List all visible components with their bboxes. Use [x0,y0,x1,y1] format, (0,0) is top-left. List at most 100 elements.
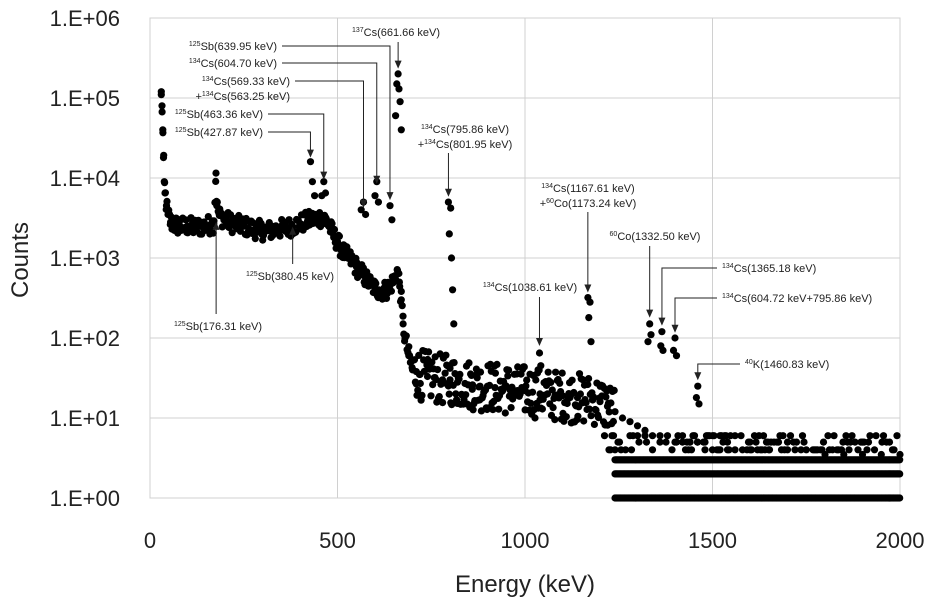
annotation-label: 137Cs(661.66 keV) [352,27,440,39]
peak-annotation: 40K(1460.83 keV) [694,359,829,381]
spectrum-point [522,382,530,390]
spectrum-point [418,391,426,399]
spectrum-point [372,279,380,287]
spectrum-point [870,446,879,454]
annotation-arrowhead [658,317,666,326]
spectrum-point [609,417,618,426]
annotation-arrowhead [359,199,367,208]
spectrum-point [779,432,787,440]
spectrum-point [414,386,422,394]
spectrum-point [446,376,454,384]
annotation-energy: Co(1332.50 keV) [617,231,700,243]
peak-annotation: 125Sb(463.36 keV) [175,109,328,180]
annotation-label-line2: +134Cs(801.95 keV) [418,139,513,151]
peak-annotation: 134Cs(1038.61 keV) [483,282,577,346]
spectrum-point [527,399,535,407]
spectrum-point [582,399,590,407]
peak-point [671,334,679,342]
spectrum-point [851,438,859,446]
spectrum-point [161,189,169,197]
spectrum-point [489,406,497,414]
peak-point [535,349,544,357]
spectrum-point [449,381,457,389]
peak-point [445,230,453,238]
spectrum-point [587,412,595,420]
spectrum-point [465,359,473,367]
spectrum-point [409,366,417,374]
peak-point [447,254,456,262]
spectrum-point [442,351,450,359]
y-tick-label: 1.E+04 [50,166,120,191]
spectrum-point [552,368,560,376]
peak-point [371,192,379,200]
annotation-energy: Sb(380.45 keV) [258,271,334,283]
annotation-arrowhead [444,188,452,197]
annotation-isotope-mass: 137 [352,27,364,34]
x-tick-label: 2000 [876,528,925,553]
spectrum-point [462,391,470,399]
spectrum-point [701,438,709,446]
y-axis-title: Counts [7,222,34,298]
x-tick-label: 0 [144,528,156,553]
spectrum-point [693,438,702,446]
spectrum-point [562,413,570,421]
peak-point [672,352,681,360]
spectrum-point [425,348,433,356]
spectrum-point [397,287,405,295]
spectrum-point [163,197,171,205]
annotation-energy: Sb(463.36 keV) [187,109,263,121]
spectrum-point [626,418,634,426]
spectrum-point [576,390,585,398]
spectrum-point [548,386,556,394]
spectrum-point [765,446,774,454]
annotation-isotope-mass: 125 [246,271,258,278]
annotation-arrowhead [646,309,654,318]
spectrum-point [491,384,499,392]
spectrum-point [819,438,828,446]
peak-point [449,286,457,294]
peak-point [587,338,595,346]
spectrum-point [209,229,217,237]
y-tick-label: 1.E+06 [50,6,120,31]
peak-point [647,331,655,339]
annotation-isotope-mass: 125 [175,127,187,134]
spectrum-point [590,420,599,428]
spectrum-point [618,414,627,422]
peak-annotation: 134Cs(604.72 keV+795.86 keV) [671,293,873,333]
peak-annotation: 137Cs(661.66 keV) [352,27,440,69]
peak-annotation: 60Co(1332.50 keV) [610,231,700,318]
spectrum-point [402,332,410,340]
peak-point [450,320,458,328]
spectrum-point [594,414,603,422]
plot-frame [149,17,901,499]
annotation-energy: Cs(604.72 keV+795.86 keV) [734,293,873,305]
annotation-isotope-mass: 125 [175,109,187,116]
annotation-label: 134Cs(1038.61 keV) [483,282,577,294]
spectrum-point [774,438,783,446]
annotation-leader [295,80,364,202]
annotation-arrowhead [289,226,297,235]
annotation-energy: Cs(604.70 keV) [201,58,277,70]
peak-point [646,320,654,328]
spectrum-point [551,416,559,424]
spectrum-point [585,405,594,413]
annotation-arrowhead [394,60,402,69]
spectrum-point [158,108,166,116]
spectrum-point [434,366,442,374]
annotation-energy: Cs(563.25 keV) [214,91,290,103]
spectrum-point [611,446,619,454]
spectrum-point [633,432,642,440]
spectrum-point [547,378,555,386]
annotation-energy: Cs(795.86 keV) [433,124,509,136]
spectrum-point [226,211,235,219]
spectrum-point [159,129,167,137]
peak-annotation: 134Cs(1167.61 keV)+60Co(1173.24 keV) [540,183,636,293]
peak-point [396,98,404,106]
spectrum-point [580,417,588,425]
spectrum-point [590,393,598,401]
spectrum-point [791,446,799,454]
peak-point [311,192,319,200]
spectrum-point [570,388,578,397]
spectrum-point [160,151,168,159]
spectrum-point [415,351,423,359]
